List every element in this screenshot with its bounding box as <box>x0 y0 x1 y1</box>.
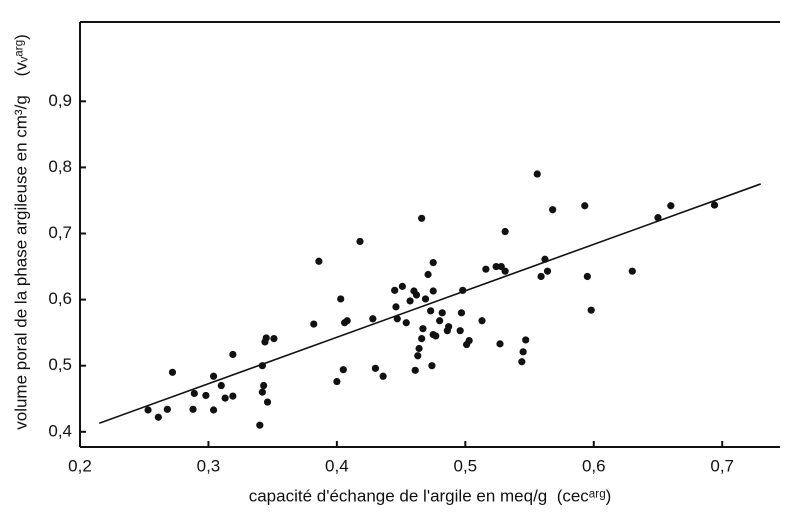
regression-line <box>98 183 762 424</box>
x-tick-label: 0,5 <box>454 456 478 475</box>
y-tick-label: 0,5 <box>48 355 72 374</box>
y-tick-label: 0,8 <box>48 157 72 176</box>
point <box>402 319 410 327</box>
point <box>421 295 430 303</box>
point <box>429 258 437 267</box>
point <box>459 286 467 294</box>
point <box>406 297 414 305</box>
point <box>457 309 466 317</box>
point <box>501 227 509 236</box>
point <box>339 366 347 374</box>
point <box>710 201 719 209</box>
point <box>478 317 486 325</box>
point <box>427 307 435 315</box>
point <box>492 262 500 271</box>
point <box>541 255 549 263</box>
y-tick-label: 0,9 <box>48 91 72 110</box>
point <box>414 352 422 360</box>
point <box>260 381 268 390</box>
y-axis-label: volume poral de la phase argileuse en cm… <box>11 34 30 430</box>
point <box>429 287 437 295</box>
point <box>221 394 229 402</box>
point <box>371 364 380 372</box>
x-tick-label: 0,2 <box>68 456 92 475</box>
x-tick-label: 0,6 <box>582 456 606 475</box>
point <box>543 267 552 275</box>
point <box>229 350 237 359</box>
point <box>256 421 264 429</box>
point <box>393 315 401 323</box>
point <box>496 340 504 348</box>
point <box>398 282 406 290</box>
point <box>190 389 198 398</box>
point <box>343 317 351 325</box>
point <box>356 237 364 246</box>
point <box>418 335 426 343</box>
point <box>392 303 400 311</box>
point <box>379 372 387 380</box>
point <box>428 362 436 370</box>
x-axis-label: capacité d'échange de l'argile en meq/g … <box>249 486 612 505</box>
point <box>587 306 595 314</box>
point <box>154 413 162 421</box>
point <box>168 368 177 376</box>
point <box>411 366 419 374</box>
point <box>209 372 218 380</box>
point <box>583 272 591 281</box>
point <box>419 325 427 333</box>
x-tick-label: 0,7 <box>710 456 734 475</box>
point <box>412 291 421 299</box>
point <box>229 392 237 400</box>
point <box>501 267 509 275</box>
point <box>391 286 399 294</box>
x-tick-label: 0,4 <box>325 456 349 475</box>
y-tick-label: 0,7 <box>48 223 72 242</box>
point <box>519 348 527 356</box>
point <box>424 270 432 279</box>
point <box>436 317 444 325</box>
point <box>522 336 530 344</box>
point <box>581 202 589 210</box>
point <box>369 315 377 323</box>
point <box>667 202 675 210</box>
point <box>258 362 266 370</box>
point <box>189 405 197 413</box>
point <box>445 323 453 331</box>
point <box>438 309 446 317</box>
point <box>270 335 278 343</box>
point <box>415 344 423 353</box>
y-tick-label: 0,4 <box>48 421 72 440</box>
point <box>144 406 152 414</box>
point <box>482 265 490 273</box>
point <box>217 381 225 390</box>
point <box>263 398 272 406</box>
point <box>549 206 557 214</box>
point <box>432 332 440 340</box>
y-tick-label: 0,6 <box>48 289 72 308</box>
point <box>262 334 270 342</box>
point <box>456 327 464 335</box>
point <box>518 358 526 366</box>
point <box>209 406 218 414</box>
point <box>654 214 662 222</box>
point <box>333 377 341 386</box>
point <box>533 170 541 178</box>
point <box>202 391 210 400</box>
point <box>418 214 426 222</box>
point <box>163 405 171 413</box>
point <box>465 336 473 345</box>
point <box>537 272 545 281</box>
point <box>310 320 318 328</box>
x-tick-label: 0,3 <box>197 456 221 475</box>
point <box>337 295 345 303</box>
point <box>628 267 636 275</box>
point <box>315 257 323 265</box>
point <box>258 388 266 396</box>
